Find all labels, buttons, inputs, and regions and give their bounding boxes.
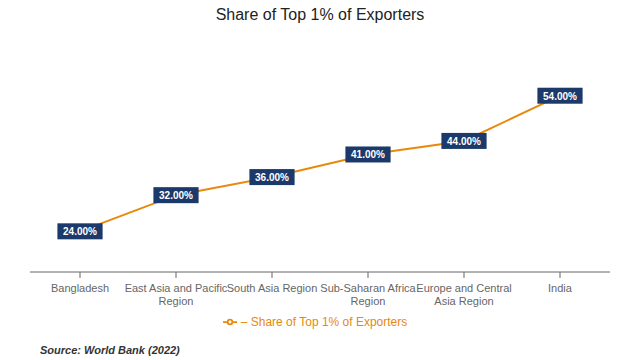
svg-text:24.00%: 24.00% (63, 226, 97, 237)
html-text:Share of Top 1% of Exporters: Share of Top 1% of Exporters (215, 6, 425, 23)
svg-text:Europe and CentralAsia Region: Europe and CentralAsia Region (416, 282, 511, 307)
svg-text:44.00%: 44.00% (447, 136, 481, 147)
html-text:– Share of Top 1% of Exporters: – Share of Top 1% of Exporters (240, 315, 408, 329)
svg-text:South Asia Region: South Asia Region (227, 282, 318, 294)
svg-text:36.00%: 36.00% (255, 172, 289, 183)
svg-text:India: India (548, 282, 573, 294)
svg-text:32.00%: 32.00% (159, 190, 193, 201)
html-text:Source: World Bank (2022): Source: World Bank (2022) (40, 344, 180, 356)
svg-text:54.00%: 54.00% (543, 91, 577, 102)
svg-text:41.00%: 41.00% (351, 149, 385, 160)
svg-text:East Asia and PacificRegion: East Asia and PacificRegion (125, 282, 228, 307)
svg-text:Sub-Saharan AfricaRegion: Sub-Saharan AfricaRegion (320, 282, 416, 307)
svg-text:Bangladesh: Bangladesh (51, 282, 109, 294)
